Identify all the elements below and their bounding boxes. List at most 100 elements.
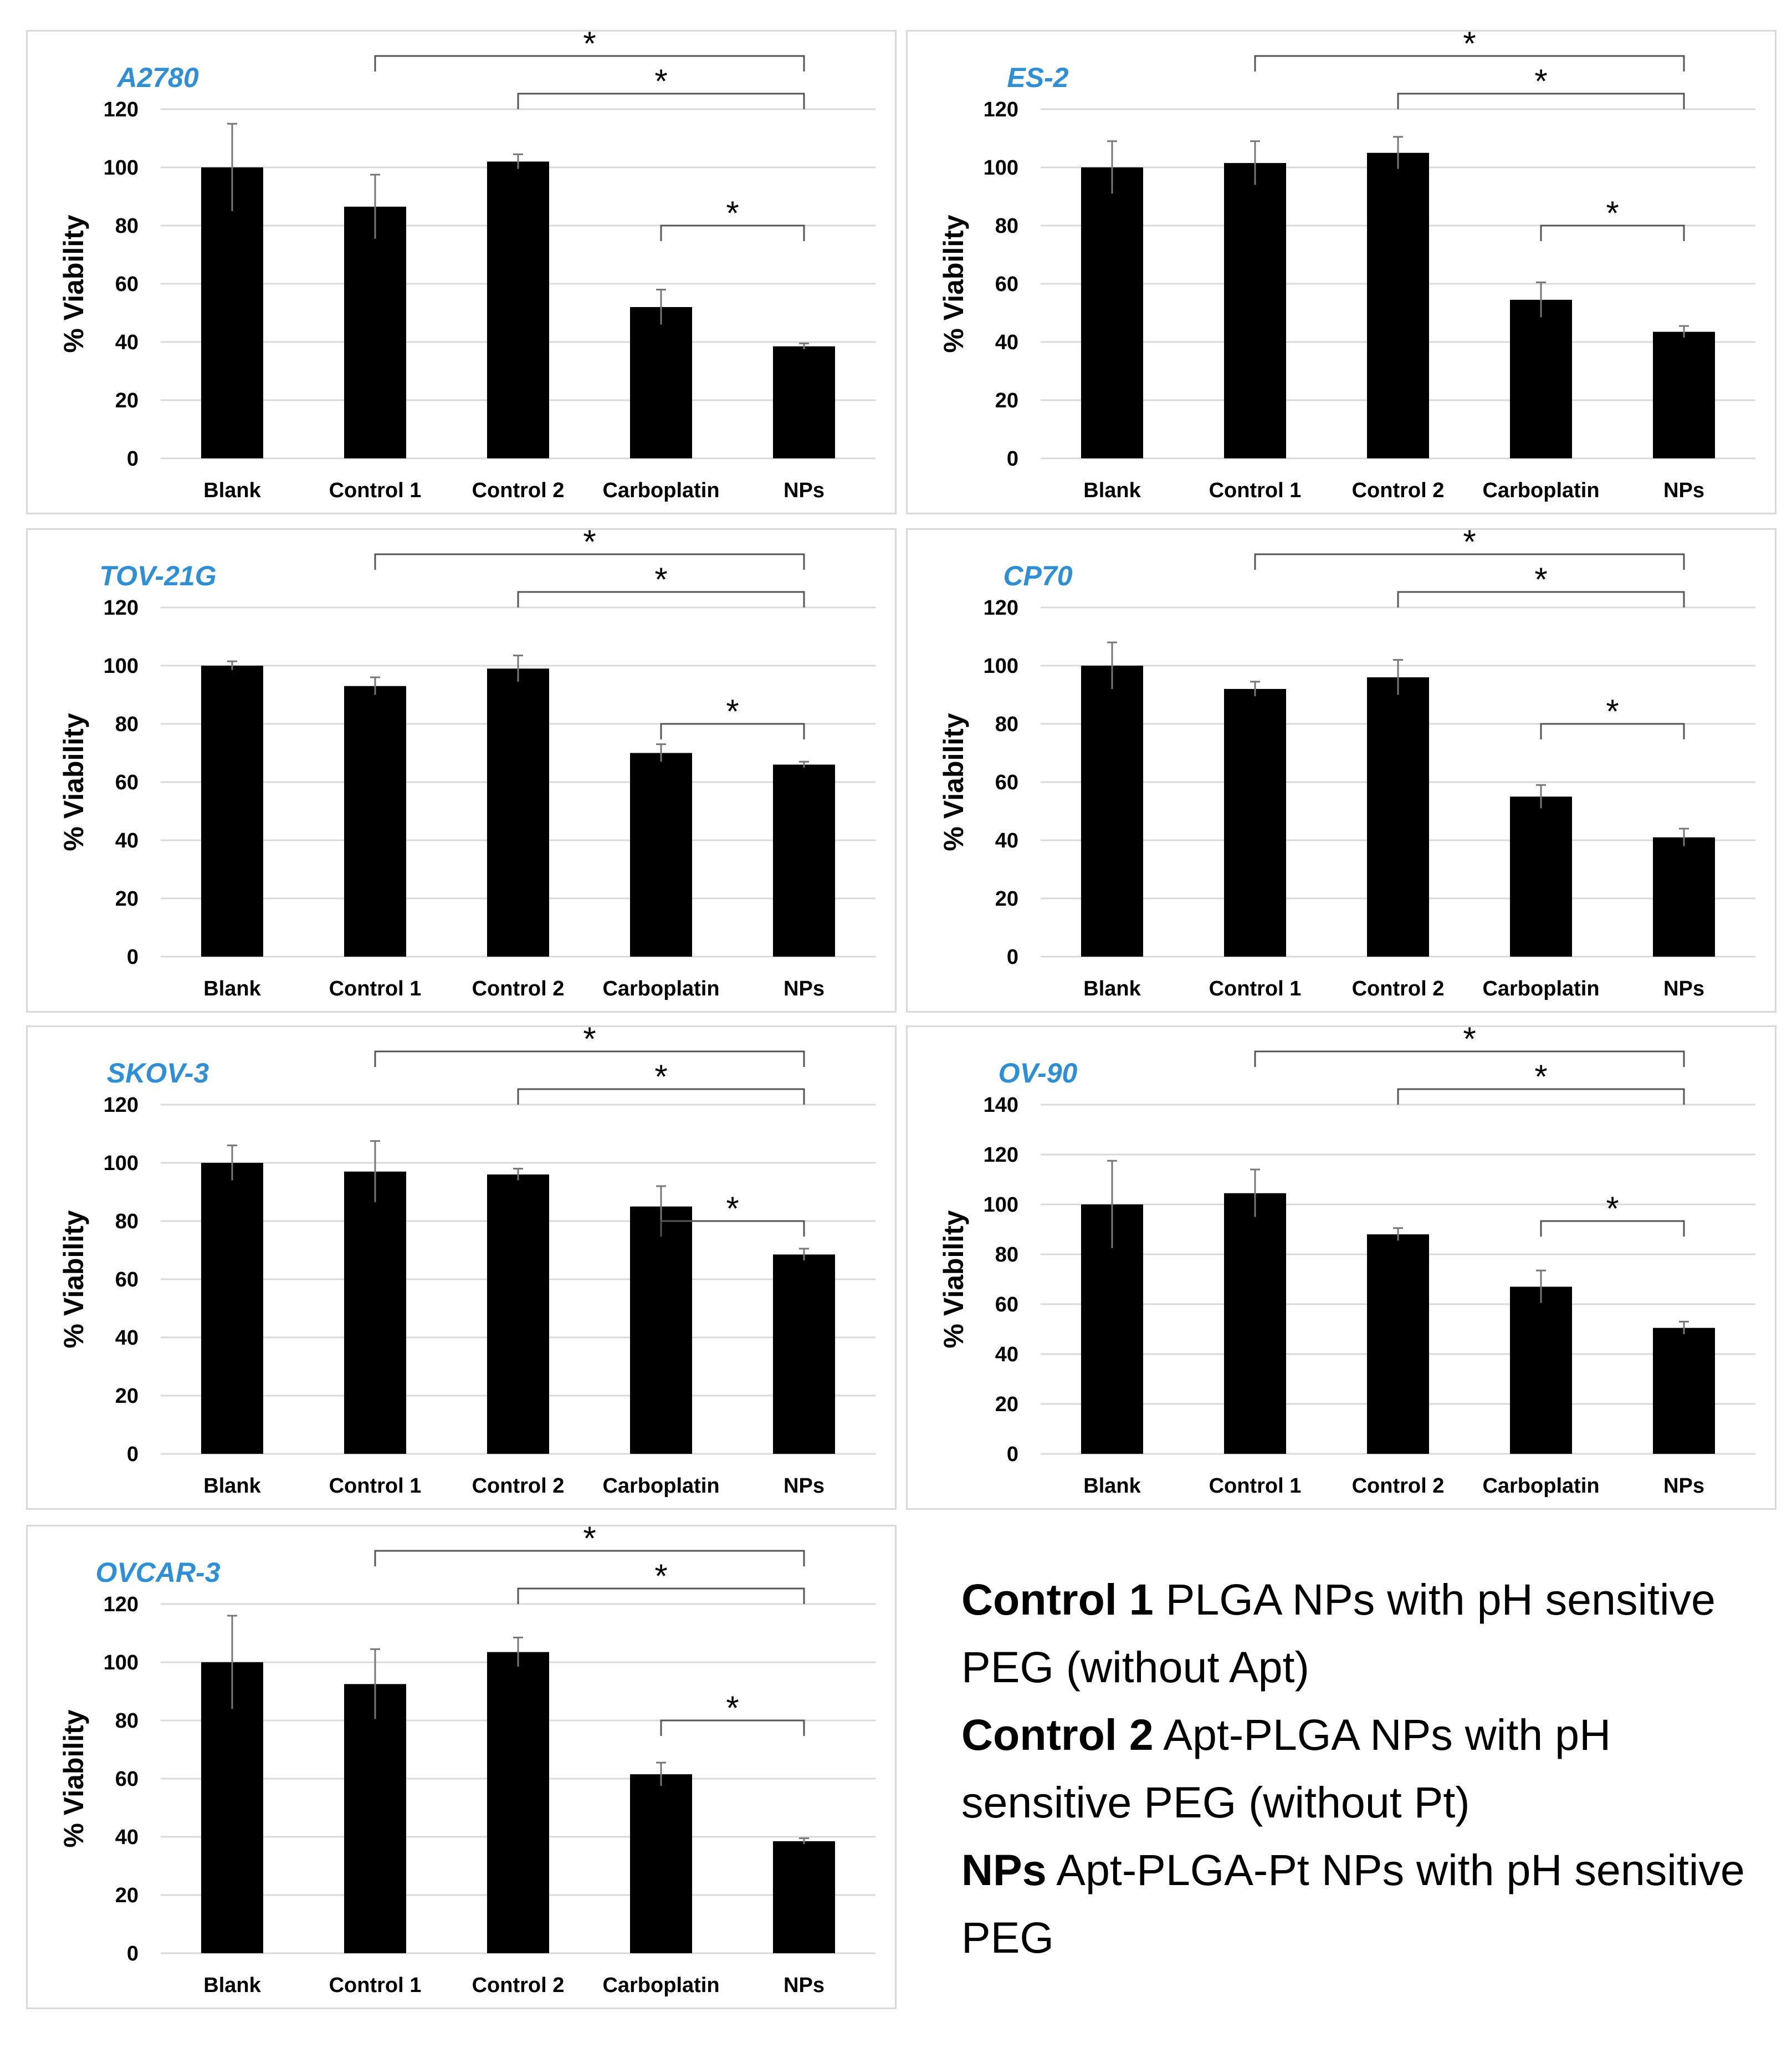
bar xyxy=(630,1774,692,1953)
error-bar xyxy=(370,1648,380,1719)
significance-star: * xyxy=(1534,1058,1547,1095)
legend-item-control-2: Control 2 Apt-PLGA NPs with pH sensitive… xyxy=(961,1701,1748,1836)
y-tick-label: 100 xyxy=(104,156,139,180)
significance-star: * xyxy=(726,693,739,730)
y-tick-label: 40 xyxy=(995,331,1018,354)
y-tick-label: 80 xyxy=(995,1243,1018,1266)
error-bar xyxy=(656,743,666,762)
error-bar xyxy=(1107,140,1117,194)
y-tick-label: 60 xyxy=(115,273,139,296)
bar xyxy=(630,753,692,957)
x-category-label: Control 1 xyxy=(1209,1474,1302,1498)
y-tick-label: 0 xyxy=(1007,1443,1018,1466)
y-tick-label: 40 xyxy=(115,1826,139,1849)
y-tick-label: 120 xyxy=(984,596,1018,620)
error-bar xyxy=(227,1145,237,1181)
y-tick-label: 100 xyxy=(104,655,139,678)
bar xyxy=(1081,666,1143,957)
significance-bracket: * xyxy=(660,1689,805,1736)
x-category-label: Control 1 xyxy=(1209,977,1302,1000)
significance-bracket: * xyxy=(660,693,805,739)
x-category-label: Carboplatin xyxy=(602,1474,719,1498)
bar xyxy=(1653,837,1715,957)
error-bar xyxy=(227,660,237,670)
y-axis-title: % Viability xyxy=(58,1210,89,1348)
chart-panel-es2: 0 20 40 60 80 100 120 Blank Control 1 Control 2 Ca… xyxy=(906,30,1776,514)
significance-star: * xyxy=(1534,63,1547,100)
x-category-label: NPs xyxy=(784,977,825,1000)
x-category-label: Blank xyxy=(203,479,261,502)
y-tick-label: 20 xyxy=(115,887,139,911)
y-tick-label: 40 xyxy=(995,829,1018,852)
x-category-label: Blank xyxy=(1083,479,1141,502)
chart-svg: 0 20 40 60 80 100 120 Blank Control 1 Control 2 Ca… xyxy=(58,32,875,502)
y-tick-label: 60 xyxy=(115,1268,139,1291)
x-category-label: NPs xyxy=(1663,977,1704,1000)
y-tick-label: 80 xyxy=(115,1709,139,1733)
significance-bracket: * xyxy=(1397,63,1685,109)
bar xyxy=(773,346,835,458)
legend-text: Apt-PLGA NPs with pH sensitive PEG (with… xyxy=(961,1710,1611,1827)
chart-svg: 0 20 40 60 80 100 120 140 Blank Control 1 Control … xyxy=(938,1027,1755,1498)
significance-bracket: * xyxy=(1254,32,1685,71)
bar xyxy=(1367,152,1429,458)
y-axis-title: % Viability xyxy=(58,214,89,353)
y-tick-label: 60 xyxy=(115,1768,139,1791)
x-category-label: Control 2 xyxy=(1352,977,1445,1000)
chart-svg: 0 20 40 60 80 100 120 Blank Control 1 Control 2 Ca… xyxy=(938,32,1755,502)
y-tick-label: 80 xyxy=(995,214,1018,238)
x-category-label: Control 1 xyxy=(329,1974,422,1997)
chart-title: TOV-21G xyxy=(99,560,216,591)
y-tick-label: 100 xyxy=(984,1193,1018,1217)
chart-panel-a2780: 0 20 40 60 80 100 120 Blank Control 1 Control 2 Ca… xyxy=(26,30,897,514)
error-bar xyxy=(513,153,523,169)
y-tick-label: 120 xyxy=(984,1143,1018,1167)
y-tick-label: 20 xyxy=(995,887,1018,911)
bar xyxy=(1510,1286,1572,1454)
y-tick-label: 0 xyxy=(1007,447,1018,471)
x-category-label: NPs xyxy=(784,1974,825,1997)
bar xyxy=(344,1684,406,1953)
y-tick-label: 20 xyxy=(115,1884,139,1907)
y-tick-label: 120 xyxy=(104,1094,139,1117)
significance-bracket: * xyxy=(1254,530,1685,570)
x-category-label: Carboplatin xyxy=(602,1974,719,1997)
x-category-label: Carboplatin xyxy=(602,977,719,1000)
legend-text: Apt-PLGA-Pt NPs with pH sensitive PEG xyxy=(961,1845,1745,1962)
error-bar xyxy=(370,676,380,695)
significance-star: * xyxy=(726,1190,739,1227)
x-category-label: Control 1 xyxy=(329,977,422,1000)
y-tick-label: 60 xyxy=(995,1293,1018,1316)
significance-bracket: * xyxy=(517,1557,805,1604)
error-bar xyxy=(1536,1269,1546,1303)
y-tick-label: 80 xyxy=(115,713,139,736)
bar xyxy=(773,1841,835,1953)
error-bar xyxy=(656,289,666,325)
significance-star: * xyxy=(726,1689,739,1727)
bar xyxy=(201,1662,263,1953)
error-bar xyxy=(227,1615,237,1709)
legend-text: PLGA NPs with pH sensitive PEG (without … xyxy=(961,1575,1716,1692)
x-category-label: NPs xyxy=(784,479,825,502)
y-tick-label: 40 xyxy=(115,829,139,852)
significance-star: * xyxy=(583,1027,596,1058)
y-tick-label: 60 xyxy=(995,273,1018,296)
error-bar xyxy=(370,1140,380,1202)
y-tick-label: 80 xyxy=(115,214,139,238)
bar xyxy=(487,1174,549,1454)
x-category-label: Control 2 xyxy=(472,1474,565,1498)
legend-item-control-1: Control 1 PLGA NPs with pH sensitive PEG… xyxy=(961,1566,1748,1701)
bar xyxy=(773,1254,835,1454)
y-tick-label: 80 xyxy=(115,1210,139,1233)
significance-star: * xyxy=(1606,1190,1619,1227)
bar xyxy=(201,167,263,458)
chart-svg: 0 20 40 60 80 100 120 Blank Control 1 Control 2 Ca… xyxy=(938,530,1755,1000)
error-bar xyxy=(1679,828,1689,846)
significance-bracket: * xyxy=(517,1058,805,1105)
y-tick-label: 0 xyxy=(127,946,139,969)
bar xyxy=(1653,1327,1715,1454)
x-category-label: NPs xyxy=(784,1474,825,1498)
error-bar xyxy=(370,173,380,239)
chart-title: A2780 xyxy=(116,62,199,93)
bar xyxy=(201,1163,263,1454)
